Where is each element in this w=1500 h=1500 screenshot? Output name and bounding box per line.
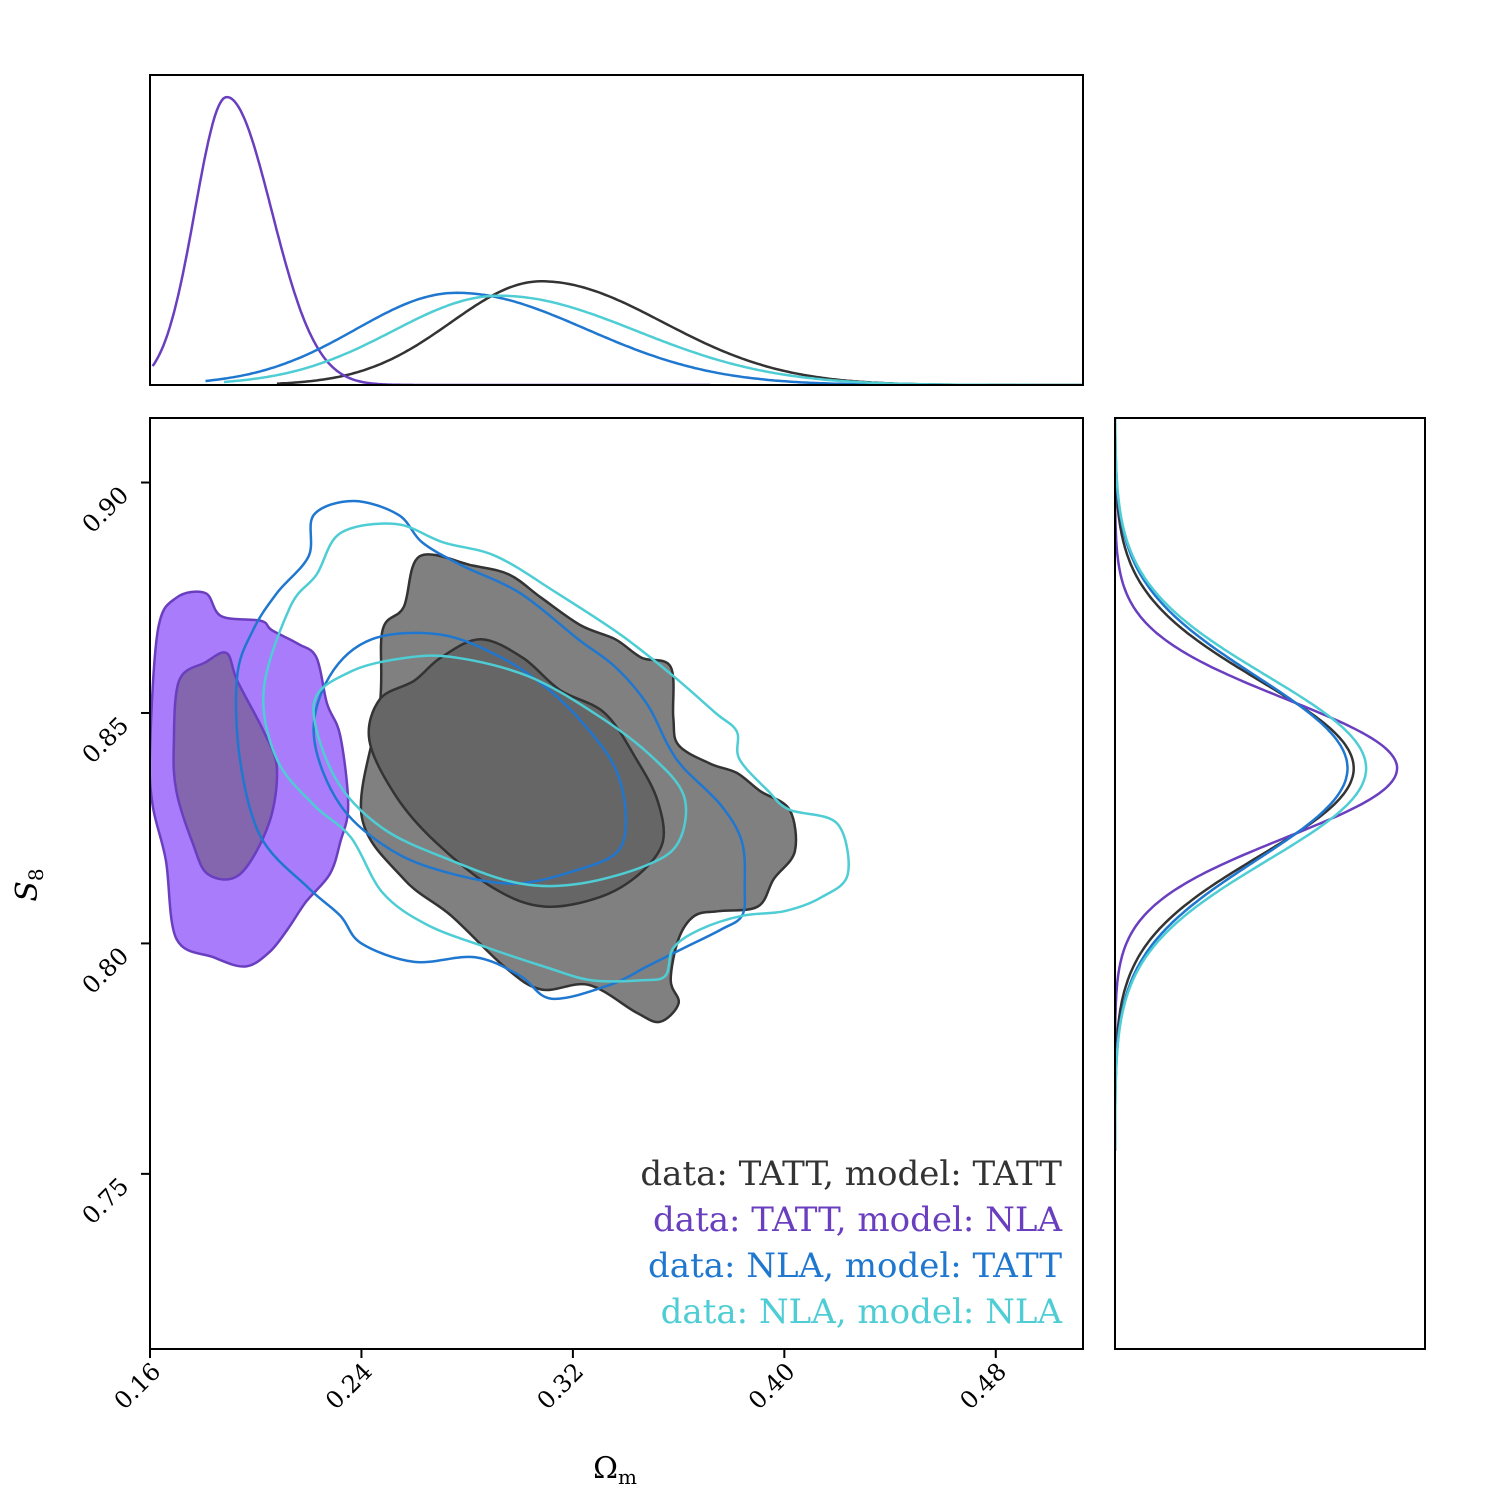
legend-entry-data-nla-model-nla: data: NLA, model: NLA [661,1292,1063,1332]
main-frame [149,417,1084,1350]
y-axis-label-group: S8 [10,868,48,901]
contour-inner-data-tatt-model-nla [172,651,279,881]
y-tick-label: 0.80 [77,942,135,1000]
marginal-y-panel [1114,417,1426,1350]
marginal-y-data-nla-model-tatt [1115,418,1349,1151]
marginal-y-curves [1115,418,1399,1151]
marginal-y-data-nla-model-nla [1115,418,1368,1151]
marginal-x-data-nla-model-tatt [205,291,917,385]
legend: data: TATT, model: TATT data: TATT, model… [640,1154,1062,1332]
x-axis-label-group: Ωm [593,1451,637,1489]
marginal-x-frame [149,74,1084,386]
y-axis-label: S8 [10,868,48,901]
contour-group-data-tatt-model-tatt [359,553,798,1024]
y-tick-label: 0.90 [77,481,135,539]
main-panel: 0.16 0.24 0.32 0.40 0.48 0.75 0.80 0.85 0.90 Ωm… [10,417,1084,1489]
marginal-x-data-tatt-model-tatt [276,280,1083,385]
marginal-x-curves [151,95,1083,385]
x-tick-label: 0.48 [954,1357,1012,1415]
y-axis-ticks: 0.75 0.80 0.85 0.90 [77,481,150,1230]
y-tick-label: 0.75 [77,1172,135,1230]
contour-inner-data-nla-model-tatt [312,631,628,885]
contour-group-data-tatt-model-nla [150,590,350,968]
legend-entry-data-nla-model-tatt: data: NLA, model: TATT [648,1246,1062,1286]
marginal-y-data-tatt-model-tatt [1115,418,1355,1151]
x-axis-ticks: 0.16 0.24 0.32 0.40 0.48 [109,1349,1012,1415]
legend-entry-data-tatt-model-tatt: data: TATT, model: TATT [640,1154,1062,1194]
contour-outer-data-nla-model-tatt [234,499,747,1001]
contour-group-data-nla-model-tatt [234,499,747,1001]
contour-group-data-nla-model-nla [262,522,850,983]
marginal-x-panel [149,74,1084,386]
legend-entry-data-tatt-model-nla: data: TATT, model: NLA [653,1200,1062,1240]
contour-outer-data-nla-model-nla [262,522,850,983]
marginal-x-data-tatt-model-nla [151,95,711,385]
marginal-y-data-tatt-model-nla [1115,418,1399,1151]
x-tick-label: 0.40 [743,1357,801,1415]
x-tick-label: 0.16 [109,1357,167,1415]
x-axis-label: Ωm [593,1451,637,1489]
x-tick-label: 0.24 [320,1357,378,1415]
marginal-y-frame [1114,417,1426,1350]
contour-inner-data-nla-model-nla [312,654,688,888]
y-tick-label: 0.85 [77,711,135,769]
x-tick-label: 0.32 [532,1357,590,1415]
marginal-x-data-nla-model-nla [223,294,1083,385]
contour-layer [150,499,850,1024]
